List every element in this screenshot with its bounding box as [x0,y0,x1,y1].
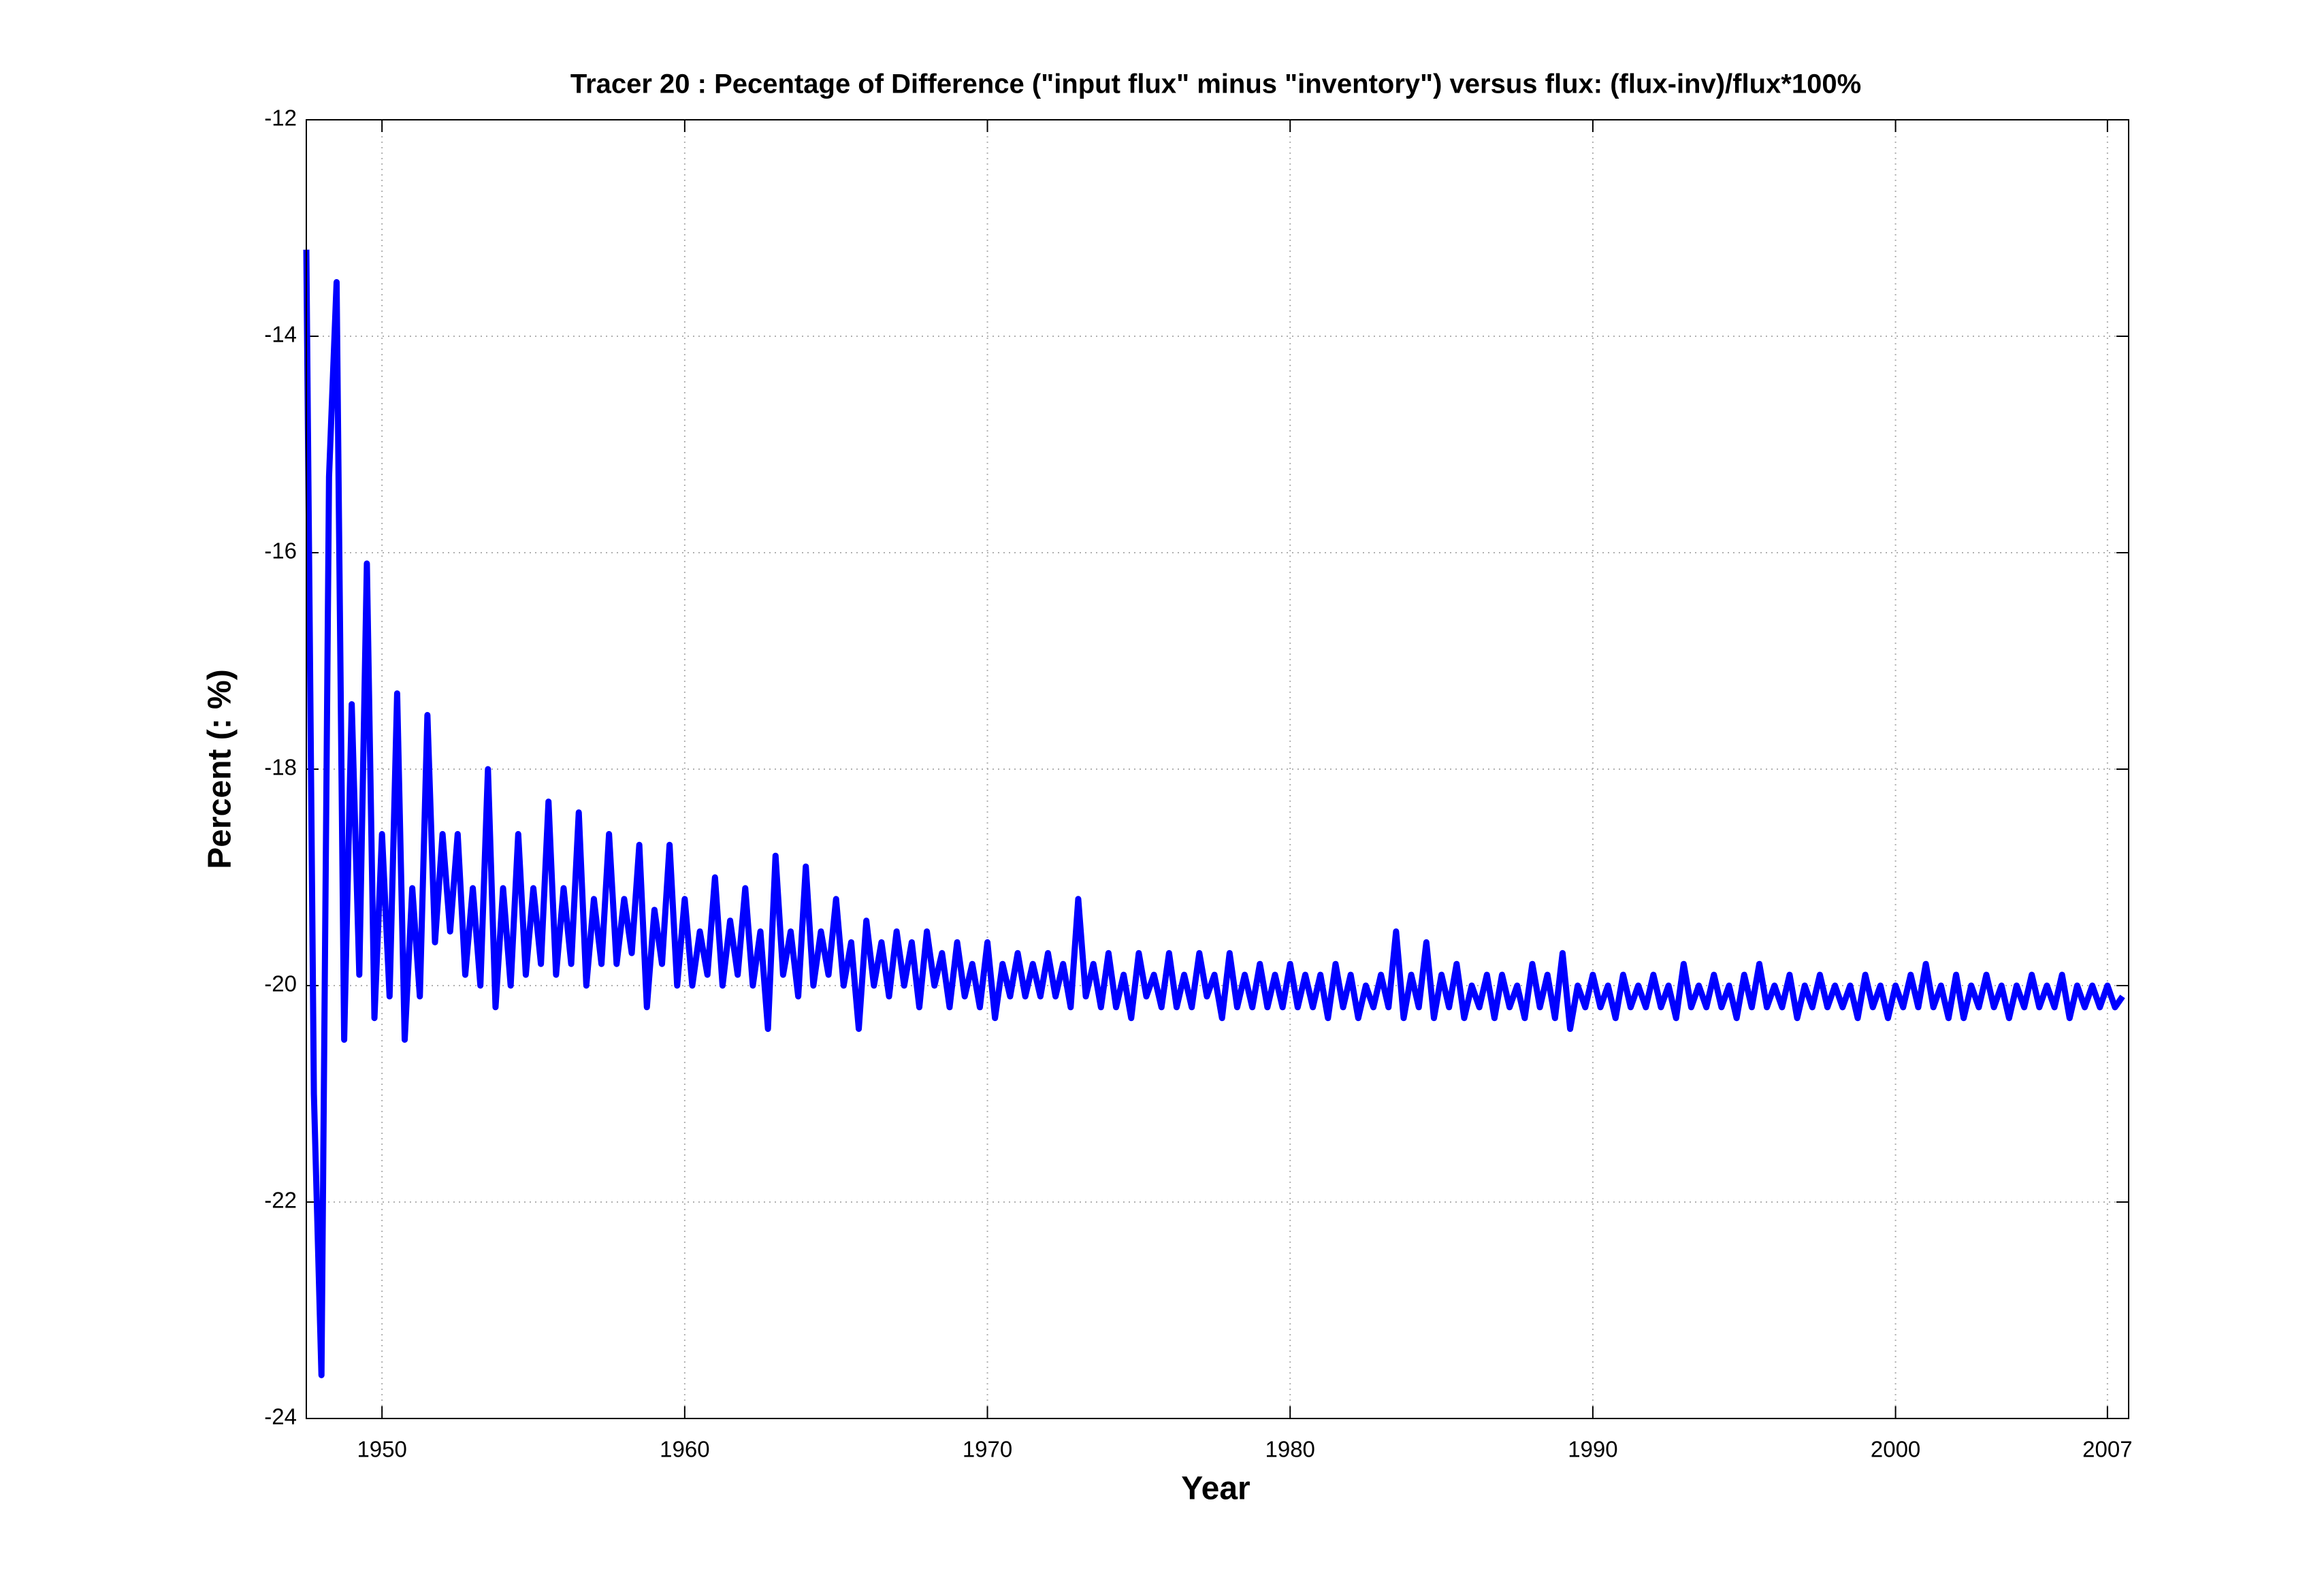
y-tick-label: -12 [264,106,297,131]
y-tick-label: -22 [264,1188,297,1213]
x-tick-label: 1980 [1265,1437,1315,1462]
x-axis-label: Year [1181,1471,1250,1507]
data-line [303,249,2125,1378]
x-tick-label: 1960 [660,1437,709,1462]
y-tick-label: -18 [264,755,297,780]
x-tick-label: 2007 [2082,1437,2132,1462]
x-tick-label: 1970 [963,1437,1012,1462]
y-tick-label: -24 [264,1404,297,1429]
y-axis-label: Percent (: %) [202,669,238,869]
x-tick-label: 1990 [1568,1437,1617,1462]
chart-title: Tracer 20 : Pecentage of Difference ("in… [570,69,1861,99]
y-tick-label: -14 [264,322,297,347]
y-tick-label: -16 [264,538,297,564]
x-tick-label: 1950 [357,1437,406,1462]
x-tick-label: 2000 [1871,1437,1920,1462]
plot-frame [306,119,2129,1419]
y-tick-label: -20 [264,971,297,996]
